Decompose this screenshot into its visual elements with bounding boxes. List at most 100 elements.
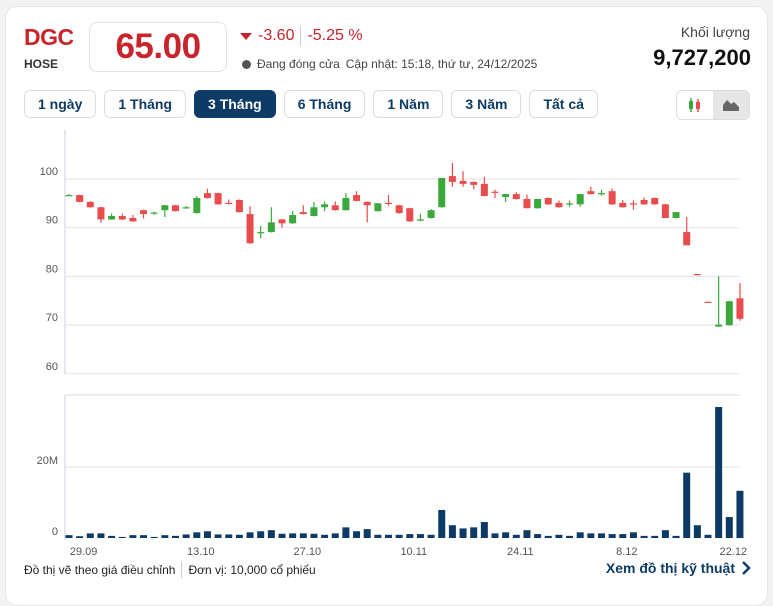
candle-body: [619, 202, 627, 208]
candle: [150, 211, 158, 215]
volume-bar: [395, 534, 403, 538]
candle: [416, 213, 424, 222]
candle-body: [715, 324, 723, 327]
candle: [161, 204, 169, 217]
candle: [374, 202, 382, 212]
candle-body: [342, 197, 350, 211]
candle-body: [289, 215, 297, 224]
candle: [214, 192, 222, 205]
candle-body: [459, 180, 467, 184]
candle-body: [140, 210, 148, 215]
volume-bar: [161, 535, 169, 538]
price-tick-label: 90: [46, 215, 58, 227]
tab-1-day[interactable]: 1 ngày: [24, 90, 97, 118]
volume-bar: [235, 534, 243, 538]
mountain-chart-button[interactable]: [713, 91, 749, 119]
chevron-right-icon: [742, 561, 751, 575]
volume-bar: [566, 535, 574, 538]
candle: [651, 197, 659, 205]
market-status: Đang đóng cửa Cập nhật: 15:18, thứ tư, 2…: [242, 57, 537, 71]
volume-bar: [97, 533, 105, 538]
volume-bar: [140, 535, 148, 538]
candle-body: [523, 198, 531, 209]
adjusted-price-note: Đồ thị vẽ theo giá điều chỉnh: [24, 563, 176, 577]
candle: [246, 206, 254, 244]
candle-body: [246, 214, 254, 244]
period-tabs: 1 ngày 1 Tháng 3 Tháng 6 Tháng 1 Năm 3 N…: [24, 90, 598, 118]
candle: [203, 188, 211, 199]
candle-body: [512, 194, 520, 199]
candle-body: [534, 198, 542, 209]
volume-bar: [629, 532, 637, 538]
volume-bar: [587, 533, 595, 538]
price-tick-label: 100: [40, 166, 58, 178]
candlestick-button[interactable]: [677, 91, 713, 119]
volume-label: Khối lượng: [680, 24, 750, 40]
chart-footer: Đồ thị vẽ theo giá điều chỉnh Đơn vị: 10…: [24, 562, 316, 578]
candle-body: [76, 195, 84, 202]
volume-bar: [544, 535, 552, 538]
volume-bar: [672, 535, 680, 538]
candle-body: [172, 205, 179, 212]
x-tick-label: 13.10: [187, 546, 215, 558]
tab-3-years[interactable]: 3 Năm: [451, 90, 522, 118]
volume-bar: [129, 535, 137, 538]
volume-bar: [661, 530, 669, 538]
tab-3-months[interactable]: 3 Tháng: [194, 90, 276, 118]
volume-bar: [427, 534, 435, 538]
volume-bar: [470, 527, 478, 538]
candle-body: [651, 197, 659, 205]
change-value: -3.60: [258, 27, 295, 44]
candle: [235, 199, 243, 213]
volume-bar: [278, 533, 286, 538]
candle: [683, 216, 691, 246]
candle: [225, 199, 233, 205]
volume-bar: [385, 534, 392, 538]
volume-bar: [342, 527, 350, 538]
volume-bar: [491, 533, 499, 538]
candle: [193, 196, 201, 214]
tab-1-month[interactable]: 1 Tháng: [104, 90, 187, 118]
candle-body: [97, 207, 105, 220]
divider: [181, 562, 183, 578]
candle-body: [278, 219, 286, 224]
update-time: Cập nhật: 15:18, thứ tư, 24/12/2025: [345, 57, 538, 71]
volume-bar: [65, 535, 73, 538]
candle: [65, 194, 73, 197]
candle: [661, 203, 669, 218]
candle-body: [629, 203, 637, 205]
candle: [629, 200, 637, 210]
candle: [182, 205, 190, 209]
candle-body: [438, 178, 446, 208]
candle-body: [193, 197, 201, 214]
candle-body: [544, 197, 552, 205]
volume-bar: [448, 525, 456, 538]
candle: [704, 301, 712, 303]
candle-body: [214, 193, 222, 205]
candle: [267, 207, 275, 233]
volume-bar: [257, 531, 265, 538]
candle: [118, 213, 126, 220]
candle: [619, 199, 627, 208]
candle-body: [736, 298, 744, 319]
stock-symbol: DGC: [24, 24, 74, 50]
tab-6-months[interactable]: 6 Tháng: [283, 90, 366, 118]
volume-bar: [374, 534, 382, 538]
candle-body: [661, 204, 669, 218]
candle-body: [480, 183, 488, 197]
candle-body: [65, 195, 73, 197]
candle-body: [683, 232, 691, 246]
technical-chart-link[interactable]: Xem đồ thị kỹ thuật: [606, 560, 751, 576]
candle-body: [416, 219, 424, 221]
candle: [448, 162, 456, 187]
candle-body: [502, 194, 510, 198]
candlestick-icon: [689, 98, 700, 112]
chart-type-toggle: [676, 90, 750, 120]
candle: [523, 194, 531, 209]
volume-bar: [683, 472, 691, 538]
price-volume-chart: 100 90 80 70 60 20M 0 29.09 13.10 27.10 10.11 24.11…: [37, 130, 747, 558]
tab-all[interactable]: Tất cả: [529, 90, 598, 118]
candle: [736, 283, 744, 321]
candle: [140, 209, 148, 219]
tab-1-year[interactable]: 1 Năm: [373, 90, 444, 118]
